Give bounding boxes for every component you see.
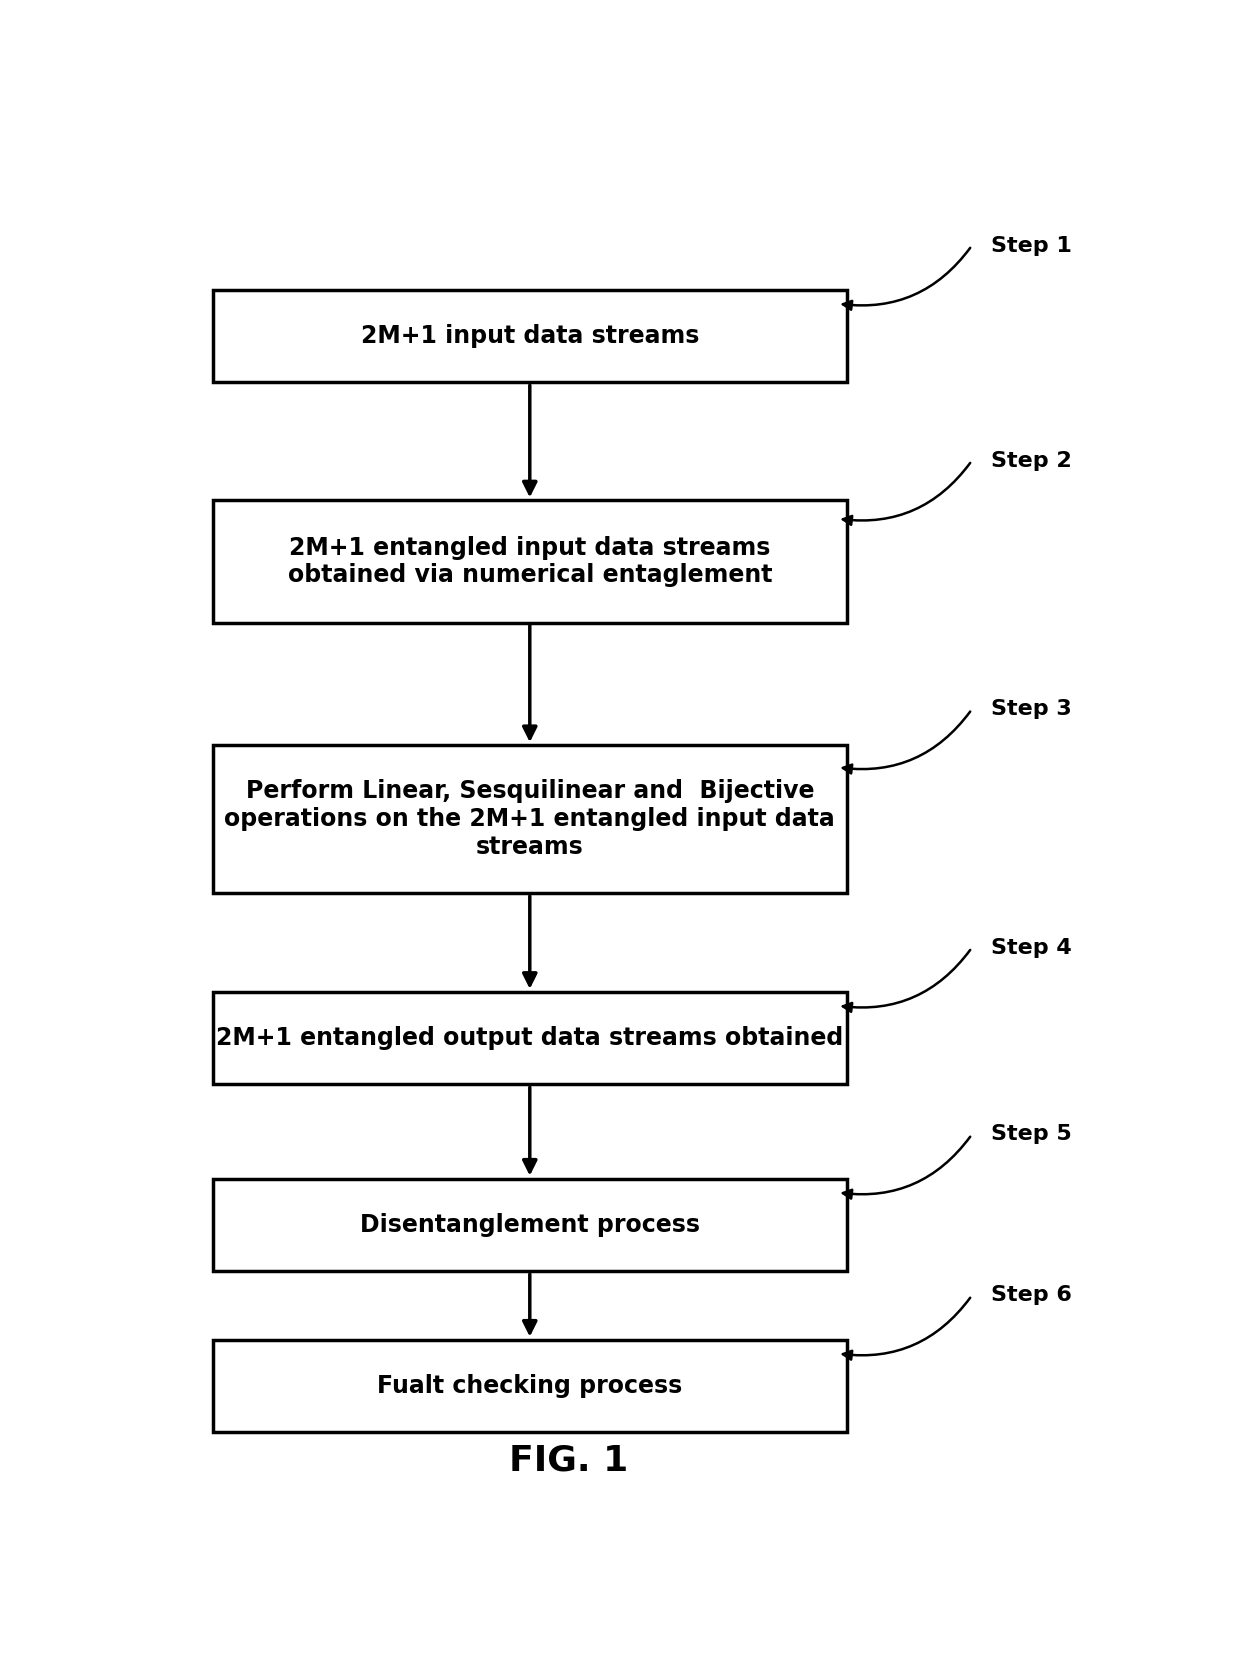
Text: 2M+1 input data streams: 2M+1 input data streams	[361, 325, 699, 348]
Text: 2M+1 entangled output data streams obtained: 2M+1 entangled output data streams obtai…	[216, 1026, 843, 1051]
Bar	[213, 1178, 847, 1271]
Bar	[213, 992, 847, 1084]
Text: Step 2: Step 2	[991, 450, 1071, 470]
Text: Fualt checking process: Fualt checking process	[377, 1374, 682, 1399]
Bar	[213, 744, 847, 893]
Text: 2M+1 entangled input data streams
obtained via numerical entaglement: 2M+1 entangled input data streams obtain…	[288, 535, 773, 587]
Text: Step 3: Step 3	[991, 699, 1071, 719]
Text: Step 6: Step 6	[991, 1285, 1071, 1305]
Bar	[213, 500, 847, 622]
Bar	[213, 1340, 847, 1432]
Text: Step 5: Step 5	[991, 1124, 1071, 1144]
Text: Step 4: Step 4	[991, 937, 1071, 957]
Text: Perform Linear, Sesquilinear and  Bijective
operations on the 2M+1 entangled inp: Perform Linear, Sesquilinear and Bijecti…	[224, 780, 836, 858]
Text: Step 1: Step 1	[991, 236, 1071, 256]
Bar	[213, 289, 847, 383]
Text: FIG. 1: FIG. 1	[508, 1444, 627, 1477]
Text: Disentanglement process: Disentanglement process	[360, 1213, 699, 1236]
